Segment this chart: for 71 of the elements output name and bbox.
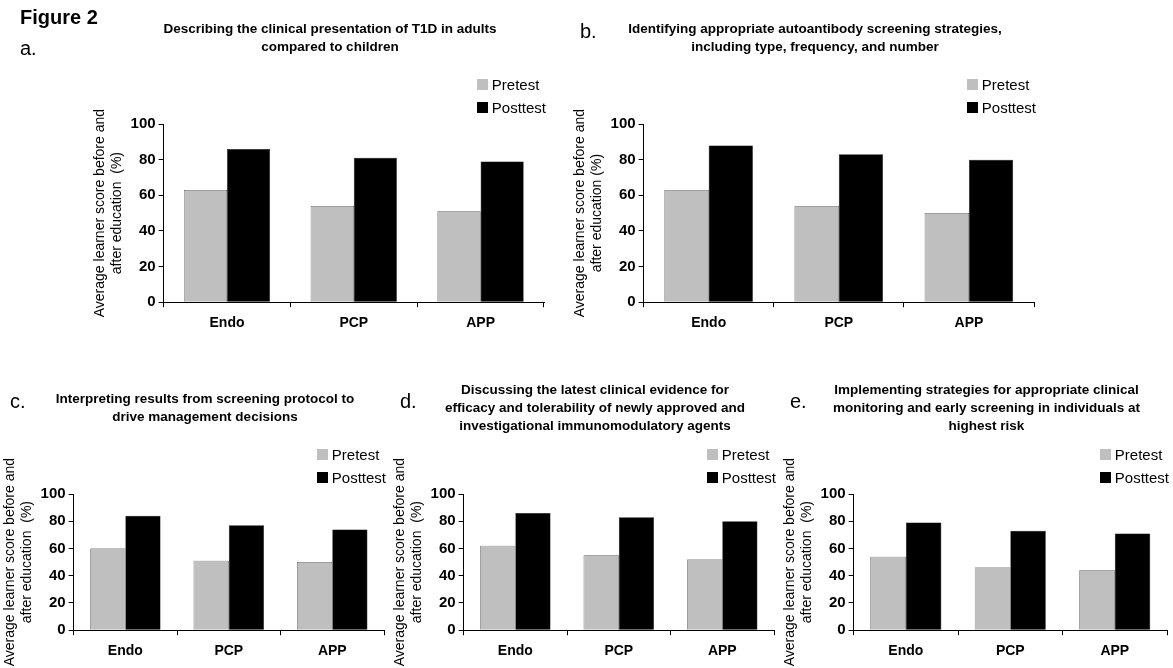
y-axis-title: Average learner score before and after education (%) [91, 108, 125, 318]
y-tick-label: 60 [828, 538, 846, 556]
legend-label: Posttest [491, 99, 546, 116]
x-tick-label: Endo [691, 314, 727, 331]
x-tick-label: PCP [604, 642, 634, 659]
y-tick-label: 0 [147, 292, 156, 310]
y-axis-title: Average learner score before and after education (%) [1, 457, 35, 667]
y-axis-title: Average learner score before and after education (%) [391, 457, 425, 667]
legend-label: Posttest [721, 469, 776, 486]
y-tick-label: 40 [828, 565, 846, 583]
y-tick-label: 20 [828, 593, 846, 611]
y-tick-label: 0 [837, 620, 846, 638]
x-tick-label: APP [466, 314, 495, 331]
legend-label: Posttest [1114, 469, 1169, 486]
legend-label: Posttest [331, 469, 386, 486]
y-tick-label: 60 [618, 185, 636, 203]
y-tick-label: 80 [48, 511, 66, 529]
chart-title: Implementing strategies for appropriate clinical monitoring and early screening in individuals at highest risk [832, 381, 1141, 435]
x-tick-label: APP [317, 642, 347, 659]
x-tick-label: Endo [107, 642, 143, 659]
legend-label: Pretest [331, 446, 380, 463]
y-tick-label: 80 [828, 511, 846, 529]
y-tick-label: 100 [820, 484, 846, 502]
y-tick-label: 100 [430, 484, 456, 502]
y-tick-label: 20 [138, 256, 156, 274]
x-tick-label: APP [707, 642, 737, 659]
chart-title: Interpreting results from screening protocol to drive management decisions [54, 390, 356, 426]
legend-label: Pretest [1114, 446, 1163, 463]
y-tick-label: 40 [138, 221, 156, 239]
legend-label: Pretest [491, 76, 540, 93]
y-axis-title: Average learner score before and after education (%) [781, 457, 815, 667]
y-tick-label: 20 [618, 256, 636, 274]
x-tick-label: Endo [888, 642, 924, 659]
legend-label: Posttest [981, 99, 1036, 116]
chart-title: Identifying appropriate autoantibody screening strategies, including type, frequency, and number [627, 20, 1003, 56]
text: a. [20, 37, 38, 60]
y-tick-label: 100 [130, 114, 156, 132]
y-tick-label: 80 [618, 149, 636, 167]
x-tick-label: PCP [339, 314, 369, 331]
x-tick-label: Endo [209, 314, 245, 331]
y-tick-label: 60 [48, 538, 66, 556]
y-tick-label: 100 [40, 484, 66, 502]
text: b. [580, 20, 597, 43]
y-axis-title: Average learner score before and after education (%) [571, 108, 605, 318]
x-tick-label: Endo [497, 642, 533, 659]
x-tick-label: APP [1100, 642, 1130, 659]
x-tick-label: APP [954, 314, 984, 331]
y-tick-label: 80 [138, 149, 156, 167]
x-tick-label: PCP [214, 642, 244, 659]
text: c. [10, 390, 26, 413]
y-tick-label: 40 [438, 565, 456, 583]
y-tick-label: 0 [627, 292, 636, 310]
text: e. [790, 390, 807, 413]
y-tick-label: 60 [438, 538, 456, 556]
y-tick-label: 0 [57, 620, 66, 638]
x-tick-label: PCP [995, 642, 1025, 659]
y-tick-label: 80 [438, 511, 456, 529]
y-tick-label: 20 [438, 593, 456, 611]
y-tick-label: 60 [138, 185, 156, 203]
y-tick-label: 0 [447, 620, 456, 638]
y-tick-label: 20 [48, 593, 66, 611]
legend-label: Pretest [981, 76, 1030, 93]
y-tick-label: 40 [48, 565, 66, 583]
y-tick-label: 100 [610, 114, 636, 132]
chart-title: Discussing the latest clinical evidence for efficacy and tolerability of newly approved and investigational immunomodulatory agents [443, 381, 747, 435]
caption: Figure 2 [20, 6, 98, 29]
x-tick-label: PCP [824, 314, 854, 331]
chart-title: Describing the clinical presentation of T1D in adults compared to children [162, 20, 498, 56]
text: d. [400, 390, 417, 413]
legend-label: Pretest [721, 446, 770, 463]
y-tick-label: 40 [618, 221, 636, 239]
